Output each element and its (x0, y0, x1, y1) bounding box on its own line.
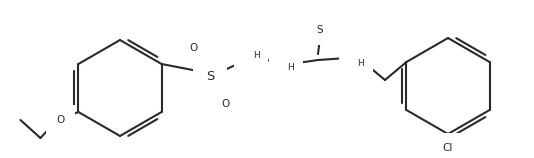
Text: H: H (253, 52, 260, 61)
Text: S: S (206, 70, 214, 82)
Text: Cl: Cl (443, 143, 453, 153)
Text: N: N (244, 53, 252, 63)
Text: H: H (358, 60, 364, 69)
Text: O: O (222, 99, 230, 109)
Text: N: N (349, 55, 357, 65)
Text: N: N (279, 59, 287, 69)
Text: H: H (288, 64, 294, 73)
Text: O: O (56, 115, 65, 125)
Text: O: O (190, 43, 198, 53)
Text: S: S (317, 25, 323, 35)
